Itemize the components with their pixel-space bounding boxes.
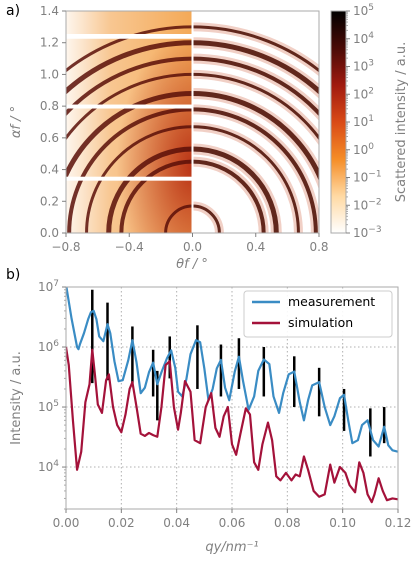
heatmap-ticks: −0.8 −0.4 0.0 0.4 0.8 0.0 0.2 0.4 0.6 0.8 1.0 1.2 1.… — [40, 4, 329, 254]
simulation-ring-glow — [192, 104, 319, 233]
colorbar-tick-label: 104 — [353, 31, 374, 46]
colorbar-label: Scattered intensity / a.u. — [394, 42, 409, 202]
heatmap-y-tick-label: 1.0 — [40, 67, 59, 81]
heatmap-x-tick-label: 0.8 — [309, 240, 328, 254]
measurement-ring — [66, 40, 193, 95]
colorbar — [330, 10, 347, 234]
simulation-ring-glow — [192, 201, 224, 233]
simulation-ring-glow — [192, 37, 319, 99]
legend-measurement-label: measurement — [288, 294, 375, 309]
plot-x-tick-label: 0.10 — [329, 516, 356, 530]
legend: measurement simulation — [243, 290, 393, 338]
colorbar-tick-label: 105 — [353, 3, 374, 18]
plot-x-tick-label: 0.02 — [108, 516, 135, 530]
legend-box — [243, 290, 393, 338]
simulation-ring — [192, 25, 319, 73]
plot-x-tick-label: 0.00 — [53, 516, 80, 530]
measurement-ring — [164, 204, 193, 233]
series-line-measurement — [66, 287, 398, 453]
simulation-ring — [192, 72, 319, 141]
simulation-ring — [192, 204, 221, 233]
heatmap-y-tick-label: 1.4 — [40, 4, 59, 18]
plot-x-tick-label: 0.08 — [274, 516, 301, 530]
measurement-ring — [66, 72, 193, 141]
legend-simulation-label: simulation — [288, 315, 353, 330]
plot-x-tick-label: 0.12 — [385, 516, 412, 530]
simulation-ring-glow — [192, 22, 319, 77]
heatmap-y-tick-label: 1.2 — [40, 36, 59, 50]
measurement-ring — [119, 159, 193, 233]
plot-ticks: 0.00 0.02 0.04 0.06 0.08 0.10 0.12 104 105 106 107 — [38, 279, 411, 530]
colorbar-tick-label: 102 — [353, 86, 374, 101]
measurement-ring — [85, 125, 193, 233]
heatmap-y-tick-label: 0.6 — [40, 131, 59, 145]
heatmap-y-tick-label: 0.2 — [40, 194, 59, 208]
measurement-ring — [66, 90, 193, 182]
colorbar-tick-label: 10−3 — [353, 225, 382, 240]
measurement-ring — [67, 107, 193, 233]
plot-y-tick-label: 105 — [38, 399, 59, 414]
colorbar-tick-label: 10−2 — [353, 197, 382, 212]
colorbar-tick-label: 10−1 — [353, 170, 382, 185]
heatmap-x-tick-label: −0.8 — [51, 240, 80, 254]
line-plot-area — [66, 287, 398, 504]
simulation-ring — [192, 56, 319, 117]
panel-label-a: a) — [6, 3, 20, 19]
colorbar-tick-label: 103 — [353, 59, 374, 74]
simulation-ring — [192, 40, 319, 95]
simulation-ring — [192, 146, 279, 233]
heatmap-y-label: αf / ° — [9, 106, 24, 138]
colorbar-tick-label: 100 — [353, 142, 374, 157]
heatmap-y-tick-label: 0.8 — [40, 99, 59, 113]
heatmap-y-tick-label: 0.0 — [40, 226, 59, 240]
plot-y-tick-label: 107 — [38, 279, 59, 294]
measurement-ring — [66, 56, 193, 117]
plot-y-label: Intensity / a.u. — [9, 351, 24, 445]
detector-gap — [66, 176, 193, 181]
heatmap — [66, 11, 319, 233]
heatmap-y-tick-label: 0.4 — [40, 163, 59, 177]
plot-y-tick-label: 106 — [38, 339, 59, 354]
detector-gap — [66, 33, 193, 39]
simulation-ring — [192, 159, 266, 233]
colorbar-tick-label: 101 — [353, 114, 374, 129]
simulation-ring-glow — [192, 53, 319, 121]
simulation-ring — [192, 125, 300, 233]
heatmap-x-label: θf / ° — [176, 257, 208, 272]
simulation-ring-glow — [192, 156, 269, 233]
measurement-ring — [66, 25, 193, 73]
simulation-ring — [192, 107, 318, 233]
simulation-ring-glow — [192, 143, 282, 233]
plot-y-tick-label: 104 — [38, 459, 59, 474]
colorbar-ticks: 105 104 103 102 101 100 10−1 10−2 10−3 — [346, 3, 382, 240]
heatmap-x-tick-label: −0.4 — [115, 240, 144, 254]
measurement-ring — [106, 146, 193, 233]
plot-x-label: qy/nm⁻¹ — [205, 540, 258, 555]
simulation-ring — [192, 90, 319, 182]
simulation-ring-glow — [192, 69, 319, 146]
simulation-ring-glow — [192, 122, 303, 233]
heatmap-x-tick-label: 0.0 — [183, 240, 202, 254]
panel-label-b: b) — [6, 267, 20, 283]
heatmap-x-tick-label: 0.4 — [246, 240, 265, 254]
simulation-ring-glow — [192, 87, 319, 190]
plot-x-tick-label: 0.06 — [219, 516, 246, 530]
detector-gap — [66, 104, 193, 109]
series-line-simulation — [66, 346, 398, 504]
plot-x-tick-label: 0.04 — [163, 516, 190, 530]
